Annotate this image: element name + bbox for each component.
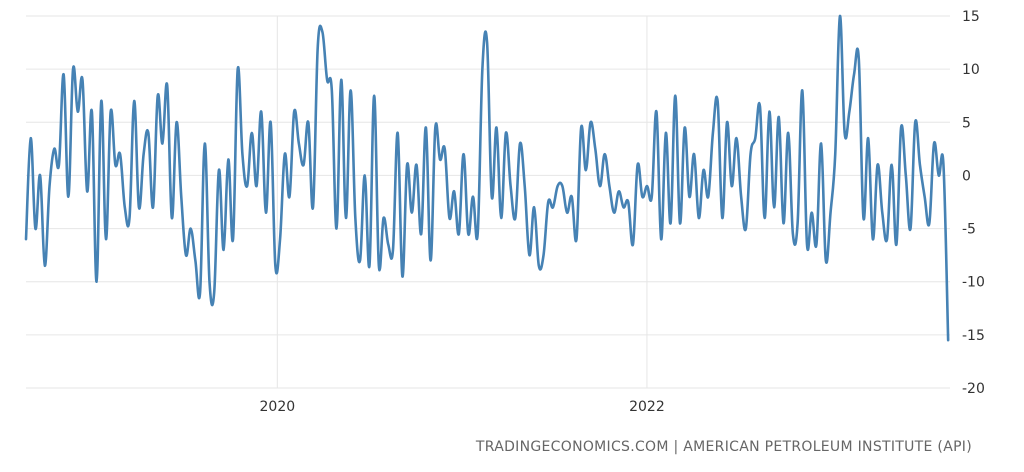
- y-tick-label: 0: [962, 168, 971, 184]
- y-tick-label: -5: [962, 222, 976, 238]
- x-tick-label: 2020: [260, 399, 296, 415]
- source-attribution: TRADINGECONOMICS.COM | AMERICAN PETROLEU…: [475, 439, 972, 455]
- y-tick-label: -15: [962, 328, 985, 344]
- y-tick-label: 5: [962, 115, 971, 131]
- y-tick-label: -20: [962, 381, 985, 397]
- series-group: [24, 14, 950, 342]
- x-tick-label: 2022: [629, 399, 665, 415]
- y-tick-label: 10: [962, 62, 980, 78]
- y-axis-tick-labels: 15 10 5 0 -5 -10 -15 -20: [962, 9, 985, 397]
- vertical-gridlines: [276, 16, 648, 388]
- x-axis-tick-labels: 2020 2022: [260, 399, 665, 415]
- y-tick-label: 15: [962, 9, 980, 25]
- series-line: [24, 14, 950, 342]
- y-tick-label: -10: [962, 275, 985, 291]
